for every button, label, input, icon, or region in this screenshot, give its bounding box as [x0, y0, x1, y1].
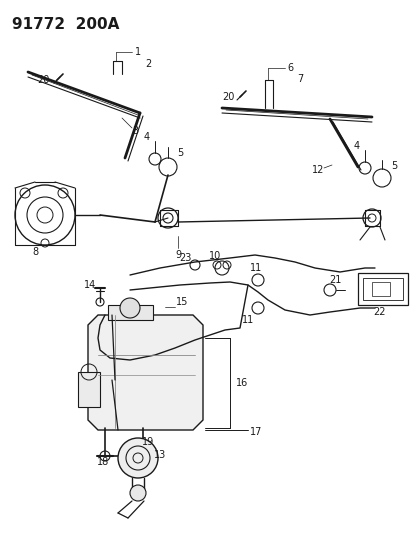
Text: 18: 18: [97, 457, 109, 467]
Text: 12: 12: [311, 165, 323, 175]
Text: 2: 2: [145, 59, 151, 69]
Circle shape: [130, 485, 146, 501]
Text: 23: 23: [178, 253, 191, 263]
Text: 5: 5: [176, 148, 183, 158]
Text: 19: 19: [142, 437, 154, 447]
Polygon shape: [88, 315, 202, 430]
Circle shape: [120, 298, 140, 318]
Text: 11: 11: [241, 315, 254, 325]
Bar: [362, 278, 402, 300]
Text: 4: 4: [353, 141, 359, 151]
Text: 7: 7: [296, 74, 302, 84]
Text: 21: 21: [328, 275, 340, 285]
Text: 22: 22: [373, 307, 385, 317]
Circle shape: [118, 438, 158, 478]
Bar: [371, 282, 389, 296]
Text: 11: 11: [249, 263, 261, 273]
Text: 8: 8: [32, 247, 38, 257]
Text: 13: 13: [154, 450, 166, 460]
Text: 3: 3: [132, 126, 138, 136]
Bar: [78, 372, 100, 407]
Bar: [108, 305, 153, 320]
Text: 91772  200A: 91772 200A: [12, 17, 119, 32]
Text: 4: 4: [144, 132, 150, 142]
Text: 17: 17: [249, 427, 261, 437]
Text: 15: 15: [176, 297, 188, 307]
Text: 16: 16: [235, 378, 247, 388]
Text: 1: 1: [135, 47, 141, 57]
Text: 6: 6: [286, 63, 292, 73]
Text: 9: 9: [175, 250, 180, 260]
Text: 14: 14: [84, 280, 96, 290]
Text: 20: 20: [37, 75, 49, 85]
Bar: [357, 273, 407, 305]
Text: 10: 10: [209, 251, 221, 261]
Text: 5: 5: [390, 161, 396, 171]
Text: 20: 20: [221, 92, 234, 102]
